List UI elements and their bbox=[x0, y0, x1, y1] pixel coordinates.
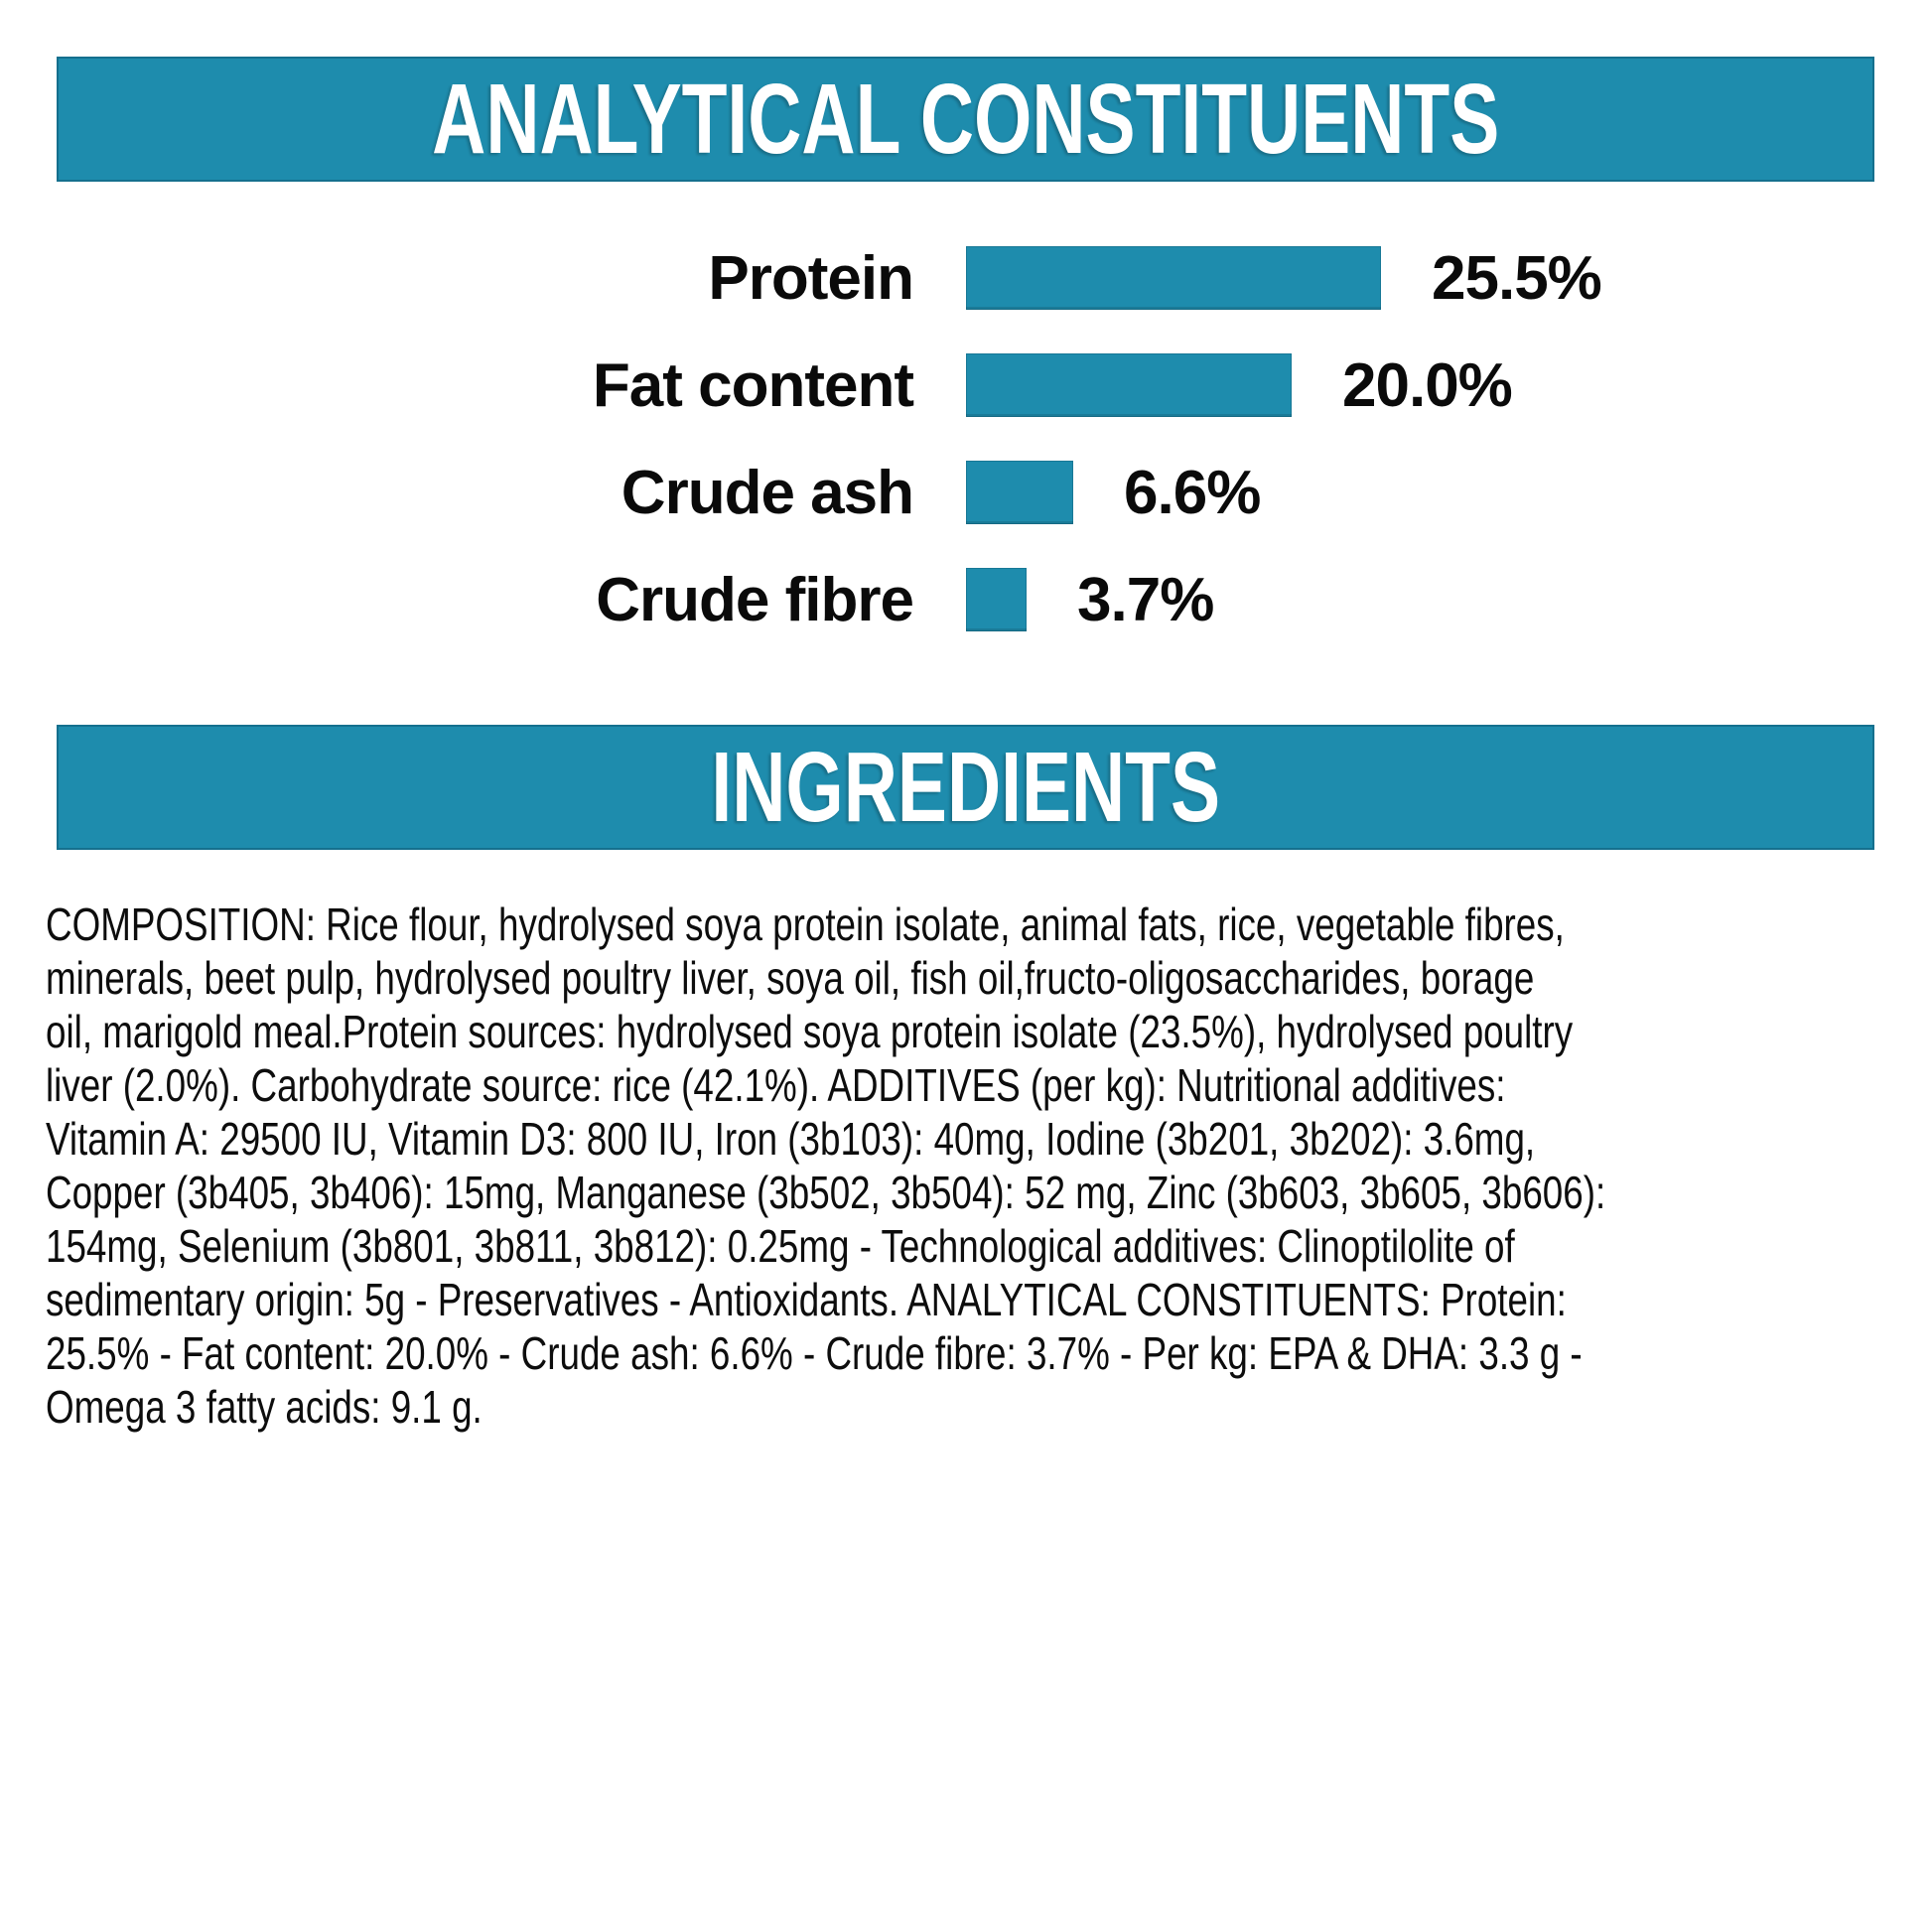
composition-line: liver (2.0%). Carbohydrate source: rice … bbox=[46, 1059, 1506, 1111]
chart-category-label: Protein bbox=[708, 243, 914, 313]
composition-line: minerals, beet pulp, hydrolysed poultry … bbox=[46, 952, 1535, 1004]
chart-row: Crude ash 6.6% bbox=[0, 439, 1932, 546]
composition-line: COMPOSITION: Rice flour, hydrolysed soya… bbox=[46, 898, 1565, 950]
analytical-constituents-chart: Protein 25.5% Fat content 20.0% Crude ash 6.6… bbox=[0, 182, 1932, 653]
ingredients-header: INGREDIENTS bbox=[57, 725, 1874, 850]
composition-line: oil, marigold meal.Protein sources: hydr… bbox=[46, 1006, 1574, 1057]
chart-row: Fat content 20.0% bbox=[0, 332, 1932, 439]
chart-bar bbox=[966, 461, 1073, 524]
ingredients-title: INGREDIENTS bbox=[711, 731, 1220, 843]
analytical-constituents-title: ANALYTICAL CONSTITUENTS bbox=[431, 63, 1500, 175]
chart-value-label: 25.5% bbox=[1432, 243, 1602, 313]
chart-value-label: 3.7% bbox=[1077, 565, 1214, 634]
composition-text: COMPOSITION: Rice flour, hydrolysed soya… bbox=[46, 897, 1932, 1434]
chart-bar bbox=[966, 246, 1381, 310]
chart-category-label: Crude ash bbox=[621, 458, 914, 527]
composition-line: 154mg, Selenium (3b801, 3b811, 3b812): 0… bbox=[46, 1220, 1515, 1272]
composition-line: sedimentary origin: 5g - Preservatives -… bbox=[46, 1274, 1567, 1325]
chart-row: Protein 25.5% bbox=[0, 224, 1932, 332]
chart-category-label: Crude fibre bbox=[596, 565, 914, 634]
chart-bar bbox=[966, 568, 1027, 631]
composition-line: Copper (3b405, 3b406): 15mg, Manganese (… bbox=[46, 1167, 1606, 1218]
composition-line: Omega 3 fatty acids: 9.1 g. bbox=[46, 1381, 483, 1433]
chart-bar bbox=[966, 353, 1292, 417]
chart-value-label: 20.0% bbox=[1342, 350, 1513, 420]
composition-line: Vitamin A: 29500 IU, Vitamin D3: 800 IU,… bbox=[46, 1113, 1536, 1165]
chart-row: Crude fibre 3.7% bbox=[0, 546, 1932, 653]
composition-line: 25.5% - Fat content: 20.0% - Crude ash: … bbox=[46, 1327, 1583, 1379]
analytical-constituents-header: ANALYTICAL CONSTITUENTS bbox=[57, 57, 1874, 182]
chart-value-label: 6.6% bbox=[1124, 458, 1261, 527]
chart-category-label: Fat content bbox=[592, 350, 914, 420]
